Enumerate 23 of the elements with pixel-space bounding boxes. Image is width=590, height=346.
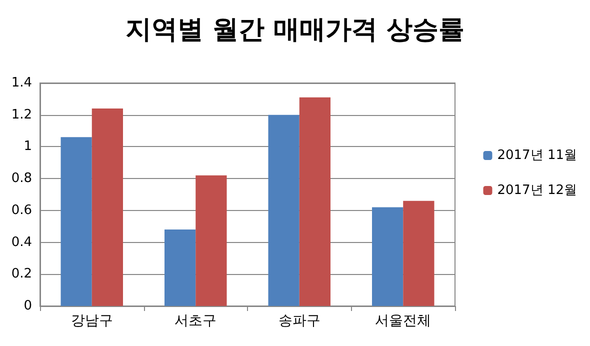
bar	[92, 108, 123, 306]
bar	[268, 114, 300, 306]
bar	[60, 137, 92, 306]
bar	[164, 230, 196, 306]
x-tick-label: 송파구	[278, 313, 320, 329]
bar	[372, 207, 404, 306]
y-tick-label: 1.4	[11, 76, 32, 90]
y-tick-label: 0.4	[11, 234, 32, 250]
x-tick-label: 서초구	[174, 313, 217, 329]
y-tick-label: 1	[24, 139, 32, 154]
x-tick-label: 강남구	[70, 313, 113, 329]
y-tick-label: 0.8	[11, 171, 32, 186]
legend-label: 2017년 11월	[497, 148, 578, 163]
legend-label: 2017년 12월	[497, 183, 578, 198]
bar	[403, 200, 434, 306]
bar	[196, 175, 227, 306]
y-tick-label: 1.2	[11, 107, 32, 122]
chart-title: 지역별 월간 매매가격 상승률	[125, 15, 465, 45]
y-tick-label: 0.6	[11, 202, 32, 218]
x-tick-label: 서울전체	[375, 313, 432, 329]
y-tick-label: 0.2	[11, 266, 32, 282]
bar	[299, 97, 330, 306]
y-tick-label: 0	[24, 298, 32, 314]
